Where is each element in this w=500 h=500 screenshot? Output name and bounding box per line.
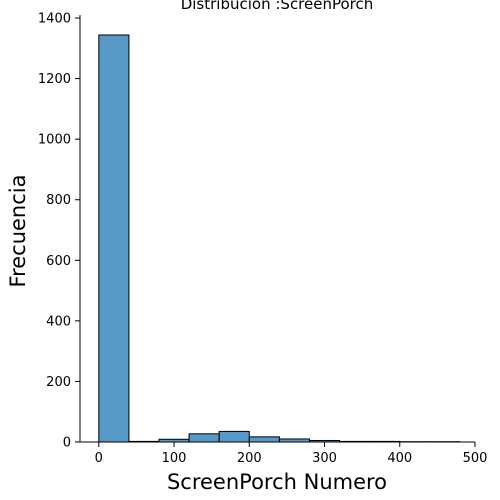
x-tick-label: 0 [95, 451, 103, 466]
y-tick-label: 200 [46, 375, 71, 390]
y-tick-label: 1400 [38, 12, 71, 27]
y-tick-label: 0 [63, 436, 71, 451]
histogram-bar [98, 34, 130, 443]
x-axis-label: ScreenPorch Numero [167, 470, 387, 494]
y-tick-label: 400 [46, 314, 71, 329]
histogram-bar [188, 433, 220, 443]
y-axis: 0 200 400 600 800 1000 1200 1400 [38, 12, 81, 451]
x-tick-label: 400 [387, 451, 412, 466]
histogram-bar [248, 436, 280, 443]
x-tick-label: 300 [312, 451, 337, 466]
histogram-bar [218, 430, 250, 443]
bars-group [98, 34, 461, 443]
y-tick-label: 800 [46, 193, 71, 208]
y-tick-label: 600 [46, 254, 71, 269]
chart-title: Distribución :ScreenPorch [181, 0, 374, 13]
x-tick-label: 500 [463, 451, 488, 466]
x-tick-label: 200 [237, 451, 262, 466]
x-axis: 0 100 200 300 400 500 [80, 441, 488, 466]
x-tick-label: 100 [162, 451, 187, 466]
y-tick-label: 1200 [38, 72, 71, 87]
y-axis-label: Frecuencia [6, 175, 30, 288]
y-tick-label: 1000 [38, 133, 71, 148]
